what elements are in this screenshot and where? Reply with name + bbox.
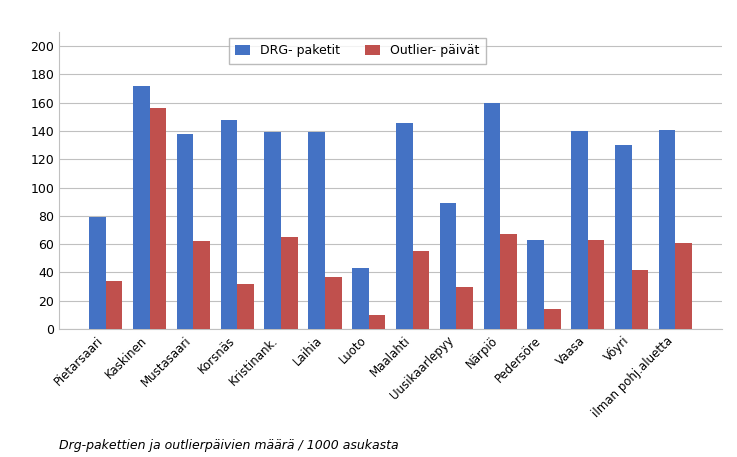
Bar (177, 134, 193, 329)
Legend: DRG- paketit, Outlier- päivät: DRG- paketit, Outlier- päivät (229, 38, 486, 64)
Bar (265, 133, 281, 329)
Bar (133, 86, 150, 329)
Bar (571, 131, 588, 329)
Bar (588, 240, 604, 329)
Bar (440, 203, 456, 329)
Bar (528, 240, 544, 329)
Bar (368, 315, 385, 329)
Bar (308, 133, 325, 329)
Bar (281, 237, 298, 329)
Bar (632, 270, 649, 329)
Bar (500, 234, 517, 329)
Bar (456, 287, 473, 329)
Bar (396, 122, 413, 329)
Bar (193, 241, 210, 329)
Bar (89, 217, 106, 329)
Bar (483, 103, 500, 329)
Text: Drg-pakettien ja outlierpäivien määrä / 1000 asukasta: Drg-pakettien ja outlierpäivien määrä / … (59, 440, 399, 452)
Bar (150, 108, 167, 329)
Bar (352, 268, 368, 329)
Bar (237, 284, 254, 329)
Bar (659, 130, 675, 329)
Bar (413, 251, 429, 329)
Bar (544, 309, 561, 329)
Bar (325, 276, 341, 329)
Bar (220, 120, 237, 329)
Bar (675, 243, 692, 329)
Bar (106, 281, 122, 329)
Bar (615, 145, 632, 329)
